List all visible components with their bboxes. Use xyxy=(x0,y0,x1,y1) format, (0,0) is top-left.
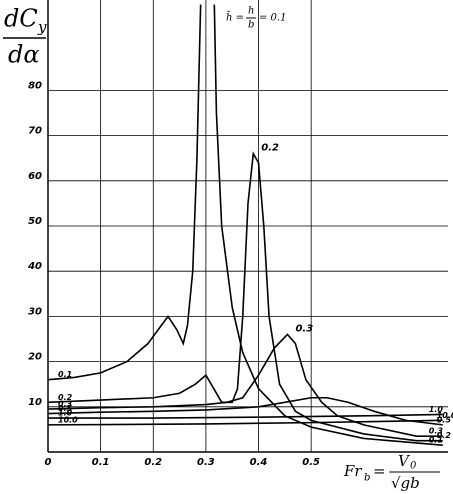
y-tick-label: 30 xyxy=(28,306,42,317)
series-label-right: 1.0 xyxy=(429,405,444,414)
series-line xyxy=(47,333,443,437)
annotation-num: h xyxy=(248,6,254,17)
series-line xyxy=(47,151,443,442)
y-tick-label: 40 xyxy=(27,261,42,272)
x-label-eq: = xyxy=(373,462,386,480)
x-tick-label: 0.2 xyxy=(144,457,162,468)
y-tick-label: 70 xyxy=(28,126,42,137)
y-tick-label: 20 xyxy=(28,352,42,363)
annotation-den: b xyxy=(248,20,254,31)
series-line xyxy=(47,4,443,447)
annotation-rhs: = 0.1 xyxy=(259,13,286,24)
x-label-sub: b xyxy=(364,473,370,484)
series-label-right: 0.3 xyxy=(429,427,444,436)
x-label-lhs: Fr xyxy=(343,462,362,480)
series-label-left: 0.1 xyxy=(58,370,72,379)
y-tick-label: 10 xyxy=(28,397,42,408)
x-tick-label: 0.4 xyxy=(250,457,268,468)
x-label-num-sub: 0 xyxy=(410,461,417,472)
x-tick-label: 0.5 xyxy=(302,457,320,468)
y-tick-label: 60 xyxy=(28,171,42,182)
series-label-right: 0.5 xyxy=(437,415,452,424)
series-label-left: 0.2 xyxy=(58,393,73,402)
series-line xyxy=(47,396,443,426)
y-tick-label: 50 xyxy=(28,216,42,227)
series-label-left: 0.5 xyxy=(58,404,73,413)
x-tick-label: 0.3 xyxy=(197,457,215,468)
annotation-lhs: h̄ = xyxy=(226,11,244,23)
y-label-den: dα xyxy=(8,41,40,69)
series-label-right: 0.2 xyxy=(437,431,452,440)
series-line xyxy=(47,419,443,426)
series-label-left: 0.3 xyxy=(58,400,73,409)
x-label-bg xyxy=(340,455,453,494)
x-tick-label: 0.1 xyxy=(92,457,110,468)
series-label-left: 10.0 xyxy=(58,415,78,424)
x-label-den: √gb xyxy=(391,474,420,492)
y-tick-label: 80 xyxy=(28,80,42,91)
series-label-peak: 0.3 xyxy=(295,323,313,334)
series-label-right: 10.0 xyxy=(437,411,453,420)
x-tick-label: 0 xyxy=(45,457,52,468)
y-label-num: dC xyxy=(4,5,38,33)
series-line xyxy=(48,413,443,419)
y-label-sub: y xyxy=(37,18,47,36)
annotation-bg xyxy=(222,4,292,36)
x-label-num: V xyxy=(398,452,411,470)
series-label-left: 1.0 xyxy=(58,409,73,418)
series-label-peak: 0.2 xyxy=(261,143,279,154)
